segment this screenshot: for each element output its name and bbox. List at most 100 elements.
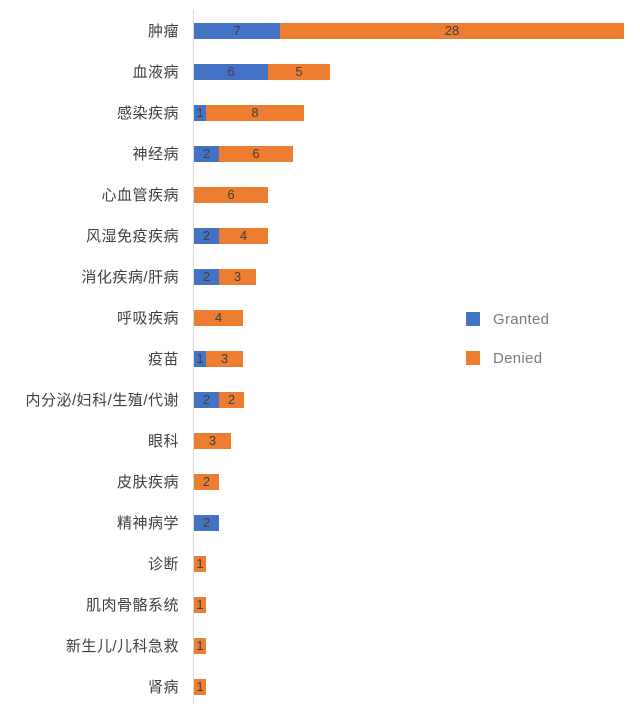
bar-segment-denied: 1 xyxy=(194,596,206,613)
value-label: 2 xyxy=(202,269,211,284)
category-label: 消化疾病/肝病 xyxy=(81,269,179,286)
bar-row: 内分泌/妇科/生殖/代谢 2 2 xyxy=(0,379,640,420)
value-label: 7 xyxy=(233,23,241,38)
value-label: 6 xyxy=(227,64,235,79)
category-label: 诊断 xyxy=(147,556,179,573)
bar-segment-granted: 7 xyxy=(194,22,280,39)
bar-segment-granted: 2 xyxy=(194,227,219,244)
category-label: 肾病 xyxy=(147,679,179,696)
category-label: 精神病学 xyxy=(116,515,179,532)
denied-swatch-icon xyxy=(466,351,480,365)
category-label: 风湿免疫疾病 xyxy=(85,228,179,245)
bar-segment-denied: 2 xyxy=(219,391,244,408)
bar-segment-denied: 4 xyxy=(194,309,243,326)
bar-segment-denied: 6 xyxy=(219,145,293,162)
bar-row: 皮肤疾病 2 xyxy=(0,461,640,502)
bar-stack: 1 xyxy=(194,555,206,572)
bar-row: 肌肉骨骼系统 1 xyxy=(0,584,640,625)
category-label: 新生儿/儿科急救 xyxy=(65,638,179,655)
value-label: 1 xyxy=(196,597,204,612)
bar-stack: 6 xyxy=(194,186,268,203)
value-label: 1 xyxy=(196,556,204,571)
value-label: 2 xyxy=(227,392,236,407)
bar-segment-denied: 1 xyxy=(194,678,206,695)
bar-segment-denied: 4 xyxy=(219,227,268,244)
bar-stack: 1 xyxy=(194,596,206,613)
category-label: 血液病 xyxy=(132,64,179,81)
value-label: 3 xyxy=(233,269,242,284)
bar-segment-denied: 3 xyxy=(219,268,256,285)
value-label: 1 xyxy=(196,638,204,653)
bar-row: 精神病学 2 xyxy=(0,502,640,543)
value-label: 8 xyxy=(251,105,259,120)
bar-row: 血液病 6 5 xyxy=(0,51,640,92)
bar-segment-granted: 2 xyxy=(194,514,219,531)
value-label: 4 xyxy=(214,310,223,325)
bar-row: 神经病 2 6 xyxy=(0,133,640,174)
category-label: 疫苗 xyxy=(147,351,179,368)
value-label: 6 xyxy=(227,187,235,202)
bar-segment-denied: 1 xyxy=(194,555,206,572)
bar-segment-denied: 1 xyxy=(194,637,206,654)
value-label: 3 xyxy=(220,351,229,366)
bar-segment-granted: 1 xyxy=(194,350,206,367)
bar-segment-denied: 8 xyxy=(206,104,304,121)
value-label: 2 xyxy=(202,474,211,489)
value-label: 2 xyxy=(202,228,211,243)
bar-stack: 3 xyxy=(194,432,231,449)
value-label: 1 xyxy=(196,679,204,694)
value-label: 28 xyxy=(444,23,460,38)
bar-segment-granted: 2 xyxy=(194,391,219,408)
bar-row: 消化疾病/肝病 2 3 xyxy=(0,256,640,297)
category-label: 皮肤疾病 xyxy=(116,474,179,491)
value-label: 5 xyxy=(295,64,303,79)
bar-row: 眼科 3 xyxy=(0,420,640,461)
chart-rows: 肿瘤 7 28 血液病 6 5 感染疾病 1 8 神经病 2 6 心血管疾病 6 风湿免疫疾病 2 4 消化疾病/… xyxy=(0,10,640,707)
bar-stack: 7 28 xyxy=(194,22,624,39)
category-label: 肌肉骨骼系统 xyxy=(85,597,179,614)
bar-row: 新生儿/儿科急救 1 xyxy=(0,625,640,666)
category-label: 呼吸疾病 xyxy=(116,310,179,327)
bar-row: 诊断 1 xyxy=(0,543,640,584)
category-label: 心血管疾病 xyxy=(101,187,179,204)
bar-row: 心血管疾病 6 xyxy=(0,174,640,215)
bar-row: 肾病 1 xyxy=(0,666,640,707)
value-label: 2 xyxy=(202,515,211,530)
legend-item-denied: Denied xyxy=(466,349,549,367)
value-label: 1 xyxy=(196,105,204,120)
bar-segment-denied: 2 xyxy=(194,473,219,490)
category-label: 感染疾病 xyxy=(116,105,179,122)
bar-segment-denied: 5 xyxy=(268,63,330,80)
value-label: 2 xyxy=(202,392,211,407)
category-label: 神经病 xyxy=(132,146,179,163)
bar-row: 疫苗 1 3 xyxy=(0,338,640,379)
bar-segment-granted: 1 xyxy=(194,104,206,121)
value-label: 2 xyxy=(202,146,211,161)
value-label: 3 xyxy=(208,433,217,448)
legend-item-granted: Granted xyxy=(466,310,550,328)
legend-label-granted: Granted xyxy=(493,310,550,328)
legend-label-denied: Denied xyxy=(493,349,543,367)
y-axis-line xyxy=(193,10,194,704)
value-label: 4 xyxy=(239,228,248,243)
bar-row: 呼吸疾病 4 xyxy=(0,297,640,338)
legend: Granted Denied xyxy=(466,310,550,390)
category-label: 肿瘤 xyxy=(147,23,179,40)
category-label: 内分泌/妇科/生殖/代谢 xyxy=(25,392,179,409)
bar-row: 风湿免疫疾病 2 4 xyxy=(0,215,640,256)
bar-segment-denied: 6 xyxy=(194,186,268,203)
value-label: 1 xyxy=(196,351,204,366)
bar-segment-denied: 3 xyxy=(206,350,243,367)
bar-stack: 1 xyxy=(194,637,206,654)
bar-segment-granted: 6 xyxy=(194,63,268,80)
category-label: 眼科 xyxy=(147,433,179,450)
bar-stack: 2 xyxy=(194,473,219,490)
